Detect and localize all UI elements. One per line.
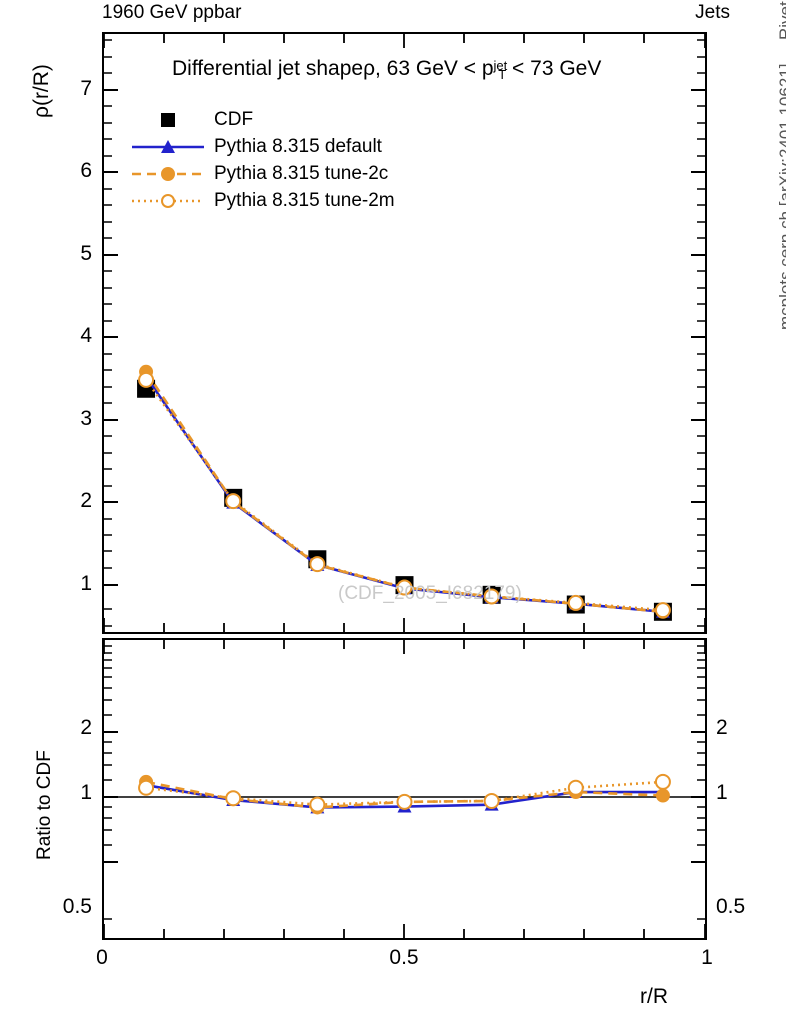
main-ytick-5: 5	[80, 242, 92, 265]
main-plot-panel	[102, 32, 707, 634]
main-ytick-4: 4	[80, 324, 92, 347]
ratio-ytick-left-2: 2	[80, 716, 92, 739]
ratio-ytick-left-0p5: 0.5	[62, 895, 92, 918]
main-ytick-1: 1	[80, 572, 92, 595]
circle-open-marker	[654, 773, 671, 790]
title-rho: ρ	[363, 57, 376, 80]
main-plot-svg	[103, 34, 706, 632]
circle-open-marker	[309, 796, 326, 813]
xtick-1: 1	[701, 946, 713, 969]
ratio-plot-svg	[103, 640, 706, 938]
circle-open-marker	[138, 779, 155, 796]
legend-label-tune2c: Pythia 8.315 tune-2c	[214, 162, 389, 184]
circle-open-marker	[567, 594, 584, 611]
circle-open-marker	[138, 371, 155, 388]
plot-title: Differential jet shapeρ, 63 GeV < pjetT …	[172, 57, 601, 82]
title-suffix: < 73 GeV	[506, 57, 602, 80]
circle-open-marker	[225, 493, 242, 510]
ratio-data-series	[138, 773, 671, 815]
main-ytick-7: 7	[80, 77, 92, 100]
series-pythia-8-315-tune-2m	[138, 371, 671, 619]
xtick-0: 0	[96, 946, 108, 969]
main-bottom-ticks	[103, 618, 706, 632]
circle-filled-marker	[132, 163, 204, 185]
main-ytick-2: 2	[80, 489, 92, 512]
circle-open-marker	[396, 579, 413, 596]
legend-label-default: Pythia 8.315 default	[214, 135, 382, 157]
ratio-ytick-left-1: 1	[80, 781, 92, 804]
legend-item-cdf[interactable]: CDF	[132, 106, 395, 133]
title-prefix: Differential jet shape	[172, 57, 364, 80]
main-left-minor-ticks	[104, 39, 112, 627]
main-right-minor-ticks	[697, 39, 705, 627]
ratio-top-ticks	[103, 640, 706, 654]
series-line	[144, 371, 664, 614]
ratio-plot-panel	[102, 638, 707, 940]
legend-label-tune2m: Pythia 8.315 tune-2m	[214, 189, 395, 211]
x-axis-title: r/R	[640, 985, 668, 1008]
legend-item-default[interactable]: Pythia 8.315 default	[132, 133, 395, 160]
mcplots-source-label: mcplots.cern.ch [arXiv:2401.10621]	[776, 63, 786, 330]
header-right-label: Jets	[695, 2, 730, 23]
main-data-series	[137, 364, 672, 621]
circle-open-marker	[483, 792, 500, 809]
legend-label-cdf: CDF	[214, 108, 254, 130]
legend-item-tune2c[interactable]: Pythia 8.315 tune-2c	[132, 160, 395, 187]
rivet-version-label: Rivet 4.1.0, ≥ 3M events	[776, 0, 786, 40]
circle-open-marker	[225, 790, 242, 807]
circle-open-marker	[654, 602, 671, 619]
header-left-label: 1960 GeV ppbar	[102, 2, 242, 23]
ratio-bottom-ticks	[103, 924, 706, 938]
main-left-ticks	[104, 89, 118, 586]
circle-open-marker	[309, 556, 326, 573]
circle-open-marker	[567, 779, 584, 796]
legend-item-tune2m[interactable]: Pythia 8.315 tune-2m	[132, 187, 395, 214]
ratio-ytick-right-2: 2	[716, 716, 728, 739]
analysis-watermark: (CDF_2005_I682179)	[338, 583, 522, 604]
title-mid: , 63 GeV < p	[375, 57, 494, 80]
circle-open-marker	[483, 588, 500, 605]
series-pythia-8-315-tune-2m	[138, 773, 671, 813]
ratio-ytick-right-0p5: 0.5	[716, 895, 746, 918]
circle-open-marker	[396, 793, 413, 810]
legend: CDF Pythia 8.315 default Pythia 8.315 tu…	[132, 106, 395, 214]
title-superscript: jet	[493, 58, 508, 73]
ratio-y-axis-title: Ratio to CDF	[34, 750, 55, 860]
square-marker	[132, 109, 204, 131]
title-subscript: T	[498, 67, 507, 82]
main-ytick-3: 3	[80, 407, 92, 430]
ratio-right-minor-ticks	[697, 645, 705, 920]
circle-open-marker	[132, 190, 204, 212]
xtick-0p5: 0.5	[389, 946, 419, 969]
triangle-marker	[132, 136, 204, 158]
main-top-ticks	[103, 34, 706, 48]
main-ytick-6: 6	[80, 159, 92, 182]
main-right-ticks	[691, 89, 705, 586]
circle-filled-marker	[655, 788, 670, 803]
series-line	[145, 379, 664, 612]
ratio-ytick-right-1: 1	[716, 781, 728, 804]
ratio-left-minor-ticks	[104, 645, 112, 920]
